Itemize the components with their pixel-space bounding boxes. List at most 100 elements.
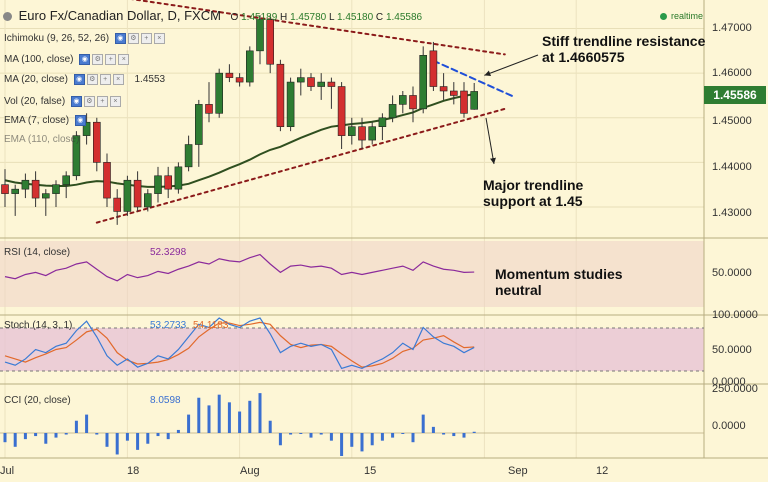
add-icon[interactable]: + <box>99 74 111 85</box>
chart-title: Euro Fx/Canadian Dollar, D, FXCM <box>18 8 221 23</box>
x-tick: Jul <box>0 465 15 477</box>
candle-body <box>164 175 172 190</box>
candle-body <box>266 19 275 65</box>
cci-bar <box>156 433 160 437</box>
x-tick: Sep <box>508 465 528 477</box>
arrow-support <box>485 117 496 165</box>
candle-body <box>378 117 387 127</box>
candle-body <box>429 50 438 87</box>
trendline-support <box>95 107 506 224</box>
cci-bar <box>64 433 68 435</box>
cci-bar <box>452 433 456 437</box>
legend-ema7[interactable]: EMA (7, close) ◉ <box>4 115 88 126</box>
cci-bar <box>136 433 140 450</box>
close-icon[interactable]: × <box>109 96 121 107</box>
candle-body <box>317 81 326 87</box>
cci-bar <box>370 433 374 446</box>
add-icon[interactable]: + <box>105 54 117 65</box>
high-value: 1.45780 <box>290 12 327 23</box>
candle-body <box>41 193 50 199</box>
candle-body <box>113 197 121 212</box>
legend-vol[interactable]: Vol (20, false) ◉ ⚙ + × <box>4 96 123 107</box>
legend-ma100[interactable]: MA (100, close) ◉ ⚙ + × <box>4 54 131 65</box>
candle-body <box>133 179 142 208</box>
visibility-icon[interactable]: ◉ <box>79 54 91 65</box>
stoch-band <box>0 328 704 371</box>
rsi-band <box>0 241 704 307</box>
cci-bar <box>289 433 293 435</box>
add-icon[interactable]: + <box>96 96 108 107</box>
candle-body <box>72 135 81 177</box>
stoch-tick: 0.0000 <box>712 376 746 388</box>
visibility-icon[interactable]: ◉ <box>114 33 126 44</box>
symbol-icon <box>3 12 12 22</box>
candle-body <box>205 104 213 114</box>
y-tick: 1.45000 <box>712 115 752 127</box>
settings-icon[interactable]: ⚙ <box>86 74 98 85</box>
annotation-resistance: Stiff trendline resistance at 1.4660575 <box>542 33 706 65</box>
legend-ma20[interactable]: MA (20, close) ◉ ⚙ + × 1.4553 <box>4 74 166 86</box>
candle-body <box>327 81 336 87</box>
settings-icon[interactable]: ⚙ <box>127 33 139 44</box>
cci-bar <box>360 433 364 452</box>
y-tick: 1.46000 <box>712 67 752 79</box>
close-icon[interactable]: × <box>112 74 124 85</box>
candle-body <box>286 81 295 127</box>
close-icon[interactable]: × <box>118 54 130 65</box>
x-tick: 18 <box>127 465 140 477</box>
candle-body <box>103 162 111 199</box>
visibility-icon[interactable]: ◉ <box>70 96 82 107</box>
candle-body <box>256 19 264 52</box>
visibility-icon[interactable]: ◉ <box>74 115 86 126</box>
grid-layer <box>0 0 704 458</box>
cci-bar <box>217 394 221 433</box>
y-tick: 1.44000 <box>712 161 752 173</box>
candle-body <box>82 121 91 136</box>
candle-body <box>388 104 397 119</box>
settings-icon[interactable]: ⚙ <box>92 54 104 65</box>
cci-bar <box>44 433 48 444</box>
stoch-k-value: 53.2733 <box>150 320 187 331</box>
cci-bar <box>197 397 201 433</box>
cci-bar <box>146 433 150 444</box>
stoch-tick: 50.0000 <box>712 344 752 356</box>
candle-body <box>398 95 407 105</box>
cci-bar <box>85 414 89 433</box>
x-tick: 12 <box>596 465 609 477</box>
candle-body <box>307 77 315 87</box>
cci-bar <box>95 433 99 435</box>
annotation-support: Major trendline support at 1.45 <box>483 177 584 209</box>
y-tick: 1.43000 <box>712 207 752 219</box>
candle-body <box>11 188 19 194</box>
cci-bar <box>380 433 384 441</box>
settings-icon[interactable]: ⚙ <box>83 96 95 107</box>
add-icon[interactable]: + <box>140 33 152 44</box>
candle-body <box>419 55 428 110</box>
stoch-label: Stoch (14, 3, 1) <box>4 320 73 331</box>
cci-tick: 0.0000 <box>712 420 746 432</box>
candle-body <box>225 72 234 78</box>
candle-body <box>21 179 30 190</box>
candle-body <box>470 91 479 110</box>
candle-body <box>195 104 203 145</box>
trendline-short-resistance <box>432 59 516 99</box>
candle-body <box>215 72 223 114</box>
x-tick: Aug <box>240 465 260 477</box>
cci-bar <box>258 393 262 433</box>
cci-bar <box>13 433 17 447</box>
cci-bar <box>115 433 119 455</box>
candle-body <box>123 179 132 212</box>
candle-body <box>358 126 366 141</box>
cci-bar <box>431 426 435 433</box>
visibility-icon[interactable]: ◉ <box>73 74 85 85</box>
legend-ema110[interactable]: EMA (110, close) <box>4 134 80 145</box>
candle-body <box>439 86 448 92</box>
cci-bar <box>238 411 242 433</box>
close-icon[interactable]: × <box>153 33 165 44</box>
cci-bar <box>105 433 109 447</box>
realtime-indicator: realtime <box>660 11 703 21</box>
legend-ichimoku[interactable]: Ichimoku (9, 26, 52, 26) ◉ ⚙ + × <box>4 33 167 44</box>
cci-bar <box>391 433 395 438</box>
cci-bar <box>329 433 333 441</box>
